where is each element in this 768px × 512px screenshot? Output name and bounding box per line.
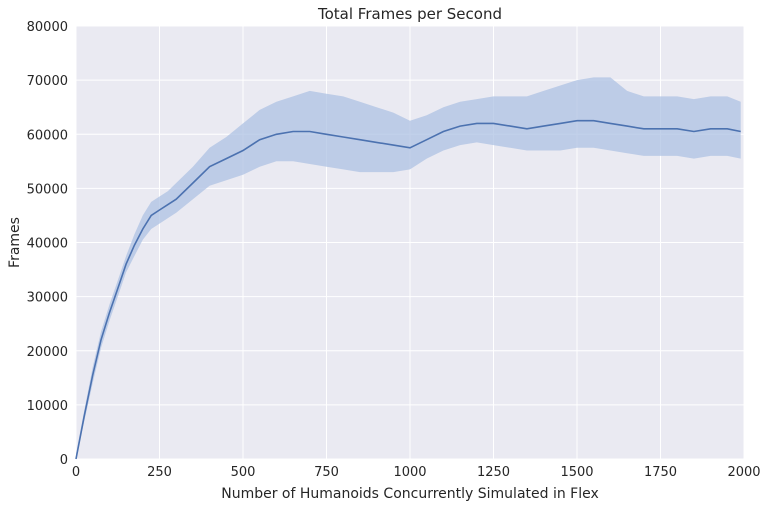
chart-title: Total Frames per Second [317, 5, 502, 23]
y-tick-label: 60000 [27, 128, 68, 143]
y-tick-label: 80000 [27, 20, 68, 35]
y-axis-label: Frames [7, 217, 23, 268]
y-tick-label: 30000 [27, 291, 68, 306]
x-tick-label: 1000 [393, 465, 426, 480]
y-tick-labels: 0 10000 20000 30000 40000 50000 60000 70000 8000… [27, 20, 68, 468]
x-tick-labels: 0 250 500 750 1000 1250 1500 1750 2000 [72, 465, 761, 480]
x-tick-label: 1500 [560, 465, 593, 480]
x-tick-label: 250 [147, 465, 172, 480]
x-tick-label: 2000 [727, 465, 760, 480]
x-tick-label: 1750 [644, 465, 677, 480]
y-tick-label: 40000 [27, 237, 68, 252]
confidence-band [76, 77, 741, 460]
y-tick-label: 70000 [27, 74, 68, 89]
y-tick-label: 10000 [27, 399, 68, 414]
x-axis-label: Number of Humanoids Concurrently Simulat… [221, 486, 599, 502]
y-tick-label: 20000 [27, 345, 68, 360]
x-tick-label: 0 [72, 465, 80, 480]
x-tick-label: 750 [314, 465, 339, 480]
x-tick-label: 1250 [477, 465, 510, 480]
y-tick-label: 0 [60, 453, 68, 468]
y-tick-label: 50000 [27, 182, 68, 197]
x-tick-label: 500 [231, 465, 256, 480]
series-line [75, 119, 741, 460]
